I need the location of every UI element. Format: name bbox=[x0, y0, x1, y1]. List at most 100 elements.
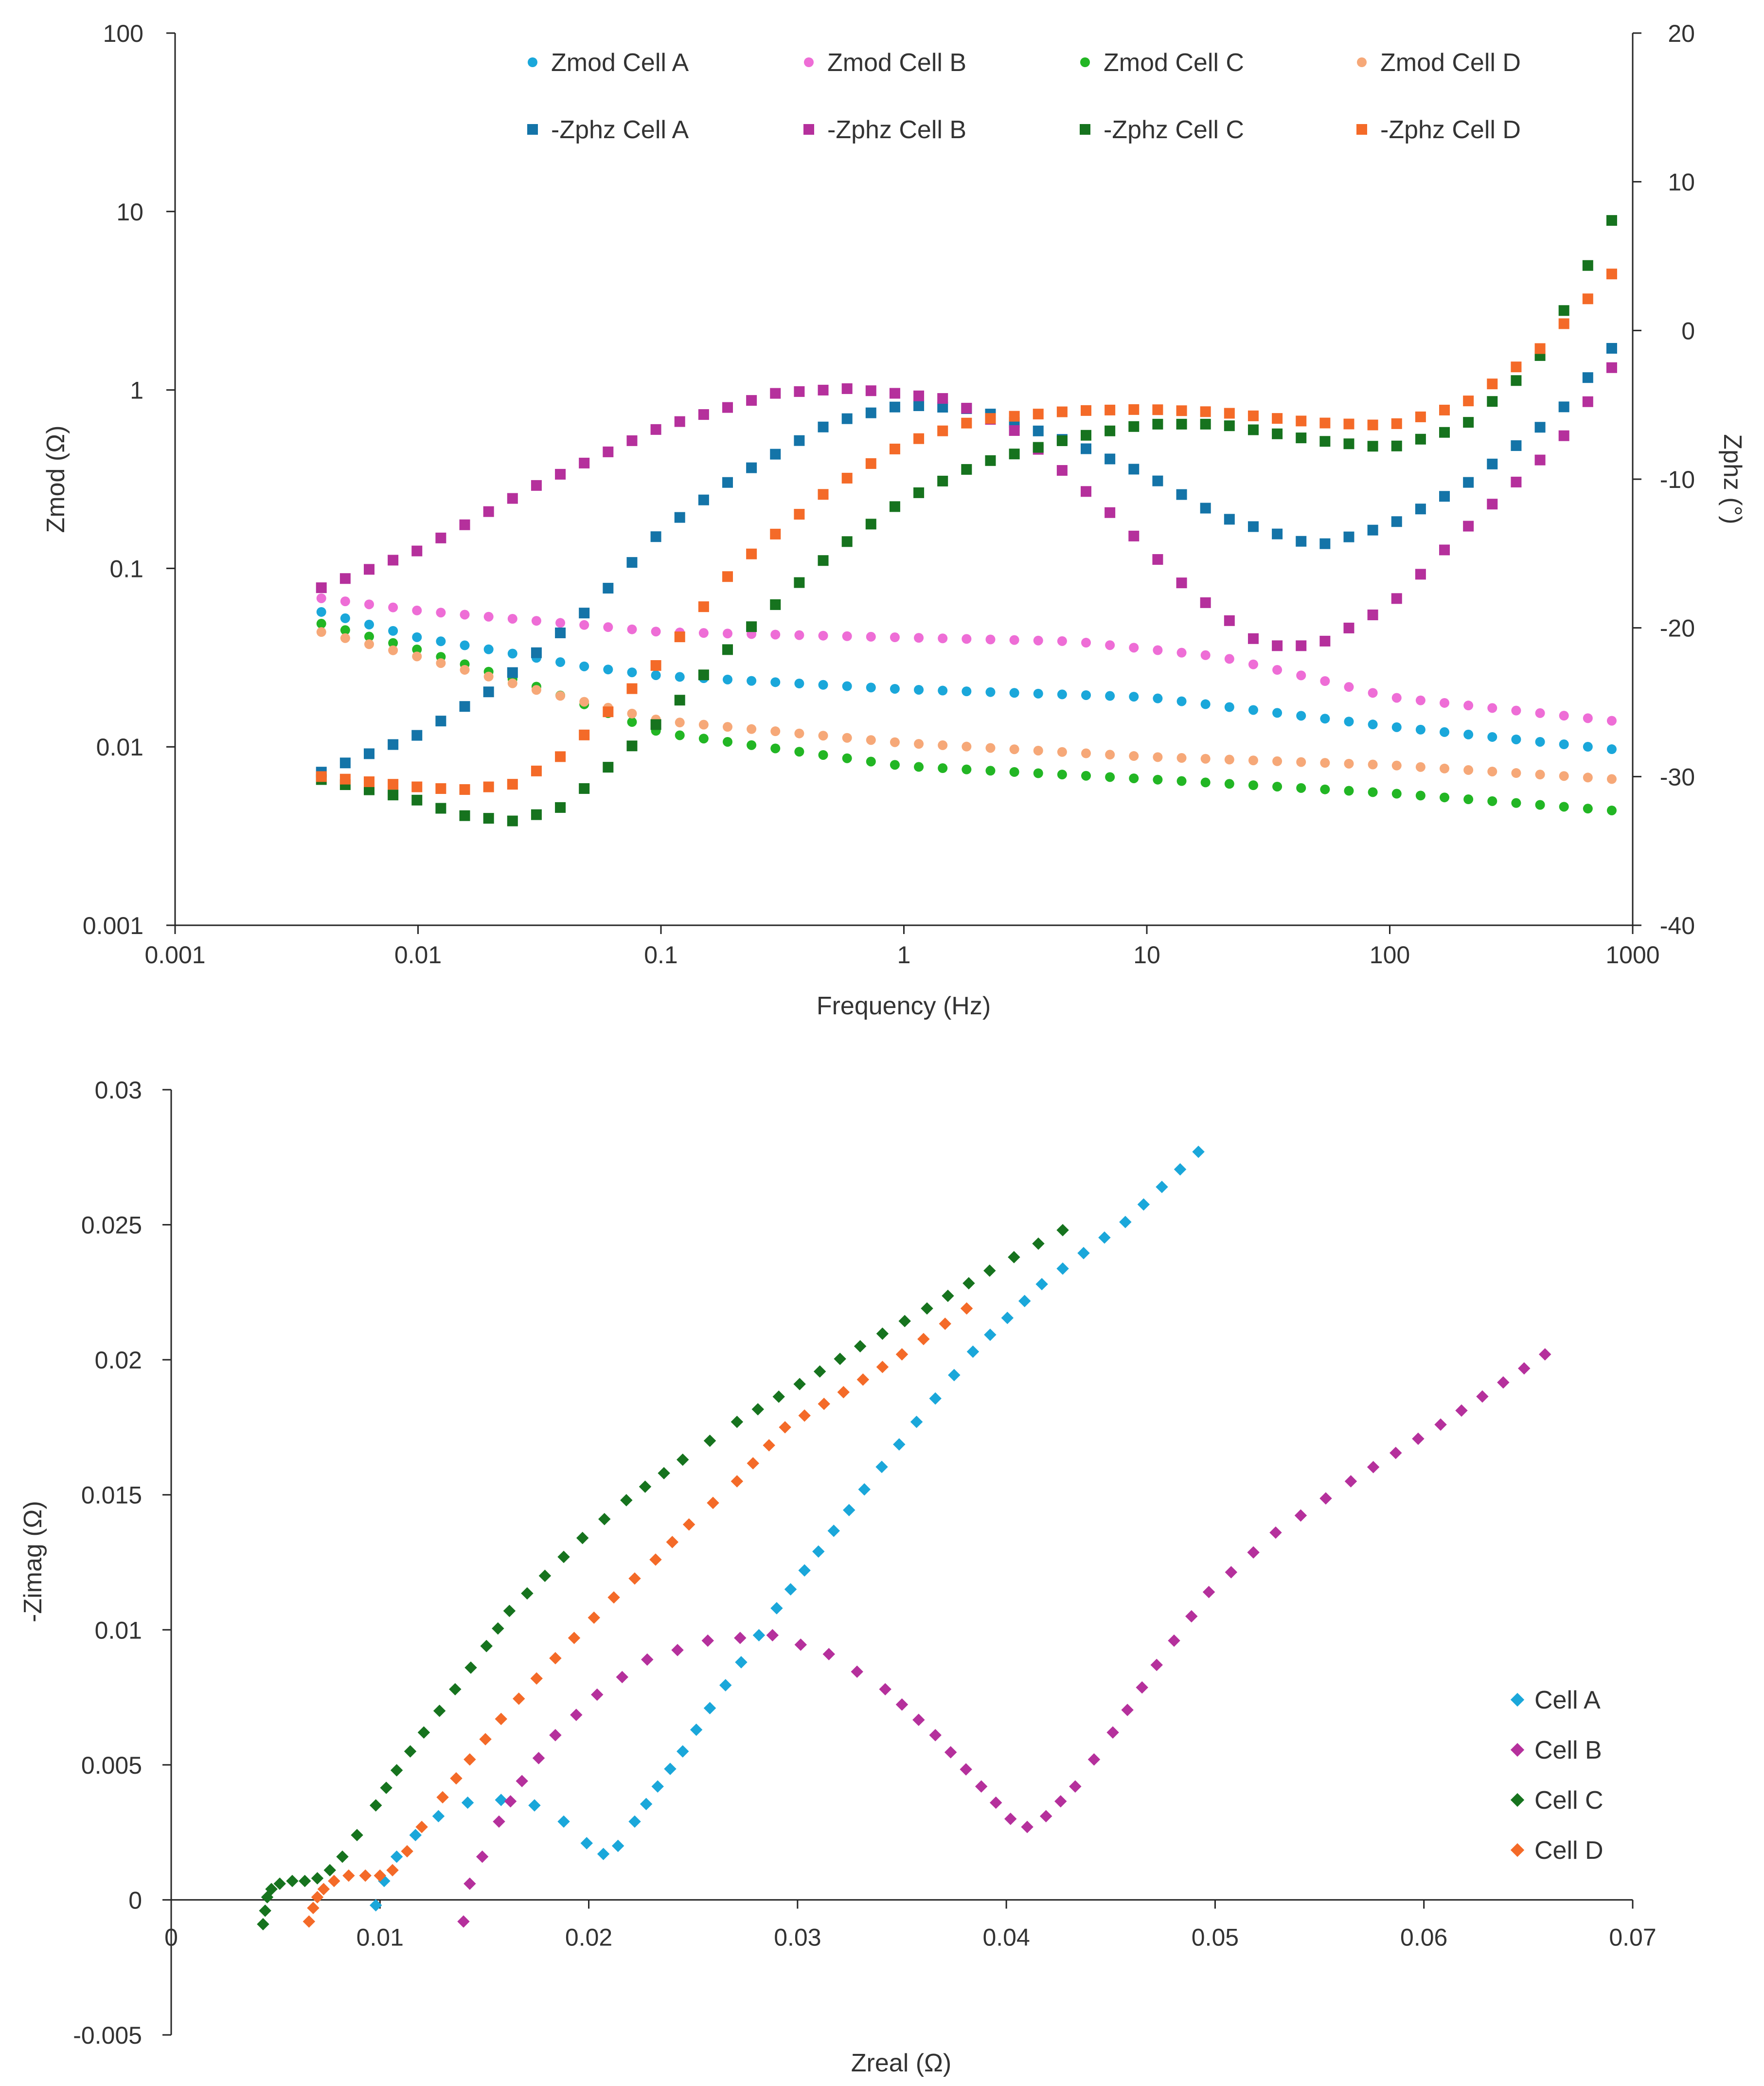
data-point bbox=[866, 735, 876, 745]
data-point bbox=[1606, 362, 1617, 373]
data-point bbox=[794, 728, 804, 738]
data-point bbox=[364, 619, 374, 629]
data-point bbox=[336, 1850, 349, 1863]
data-point bbox=[841, 472, 853, 484]
data-point bbox=[690, 1723, 703, 1736]
data-point bbox=[1606, 716, 1617, 726]
data-point bbox=[579, 729, 590, 740]
data-point bbox=[363, 776, 374, 787]
data-point bbox=[698, 628, 709, 638]
data-point bbox=[464, 1661, 477, 1674]
data-point bbox=[1391, 760, 1402, 771]
data-point bbox=[1368, 787, 1378, 797]
data-point bbox=[1247, 521, 1259, 532]
data-point bbox=[912, 1713, 925, 1726]
data-point bbox=[411, 794, 423, 806]
data-point bbox=[507, 779, 518, 790]
data-point bbox=[961, 403, 972, 414]
data-point bbox=[1558, 430, 1569, 441]
series-cell-d bbox=[303, 1302, 973, 1928]
data-point bbox=[626, 557, 638, 568]
data-point bbox=[626, 435, 638, 446]
data-point bbox=[794, 577, 805, 588]
data-point bbox=[557, 1815, 570, 1828]
data-point bbox=[985, 766, 996, 776]
data-point bbox=[1439, 491, 1450, 502]
data-point bbox=[834, 1352, 846, 1366]
data-point bbox=[1009, 767, 1019, 777]
data-point bbox=[865, 519, 876, 530]
data-point bbox=[579, 457, 590, 468]
legend: Cell A Cell B Cell C Cell D bbox=[1510, 1686, 1604, 1865]
data-point bbox=[435, 803, 446, 814]
data-point bbox=[388, 602, 398, 612]
data-point bbox=[627, 717, 637, 727]
data-point bbox=[798, 1564, 811, 1577]
data-point bbox=[784, 1583, 797, 1596]
data-point bbox=[1463, 729, 1474, 739]
data-point bbox=[459, 519, 470, 530]
data-point bbox=[722, 571, 733, 582]
data-point bbox=[435, 532, 446, 543]
data-point bbox=[1077, 1247, 1090, 1259]
data-point bbox=[1272, 428, 1283, 439]
data-point bbox=[770, 449, 781, 460]
data-point bbox=[961, 417, 972, 429]
data-point bbox=[842, 631, 852, 641]
data-point bbox=[1272, 413, 1283, 424]
data-point bbox=[516, 1775, 528, 1787]
data-point bbox=[701, 1634, 714, 1647]
data-point bbox=[889, 388, 900, 399]
data-point bbox=[650, 531, 661, 542]
data-point bbox=[555, 657, 566, 667]
data-point bbox=[1296, 415, 1307, 427]
data-point bbox=[1248, 780, 1258, 791]
data-point bbox=[910, 1416, 923, 1428]
data-point bbox=[538, 1569, 552, 1582]
data-point bbox=[1200, 597, 1211, 608]
data-point bbox=[476, 1850, 489, 1863]
x-tick-label: 0.05 bbox=[1192, 1924, 1239, 1951]
y-tick-label: 0.015 bbox=[81, 1482, 142, 1509]
data-point bbox=[770, 629, 781, 640]
legend-marker bbox=[1080, 124, 1090, 135]
data-point bbox=[818, 421, 829, 432]
data-point bbox=[858, 1483, 871, 1496]
data-point bbox=[364, 631, 374, 642]
data-point bbox=[763, 1439, 775, 1452]
data-point bbox=[675, 672, 685, 682]
data-point bbox=[746, 395, 757, 406]
data-point bbox=[1021, 1820, 1033, 1834]
data-point bbox=[889, 501, 900, 512]
data-point bbox=[794, 747, 804, 757]
data-point bbox=[1247, 410, 1259, 421]
legend-marker bbox=[527, 124, 538, 135]
data-point bbox=[1009, 688, 1019, 698]
data-point bbox=[1415, 504, 1426, 515]
data-point bbox=[380, 1781, 392, 1794]
data-point bbox=[555, 627, 566, 638]
data-point bbox=[658, 1467, 670, 1480]
data-point bbox=[985, 743, 996, 753]
data-point bbox=[1105, 640, 1115, 650]
data-point bbox=[495, 1794, 507, 1806]
data-point bbox=[937, 425, 948, 436]
data-point bbox=[937, 402, 948, 413]
data-point bbox=[339, 773, 351, 785]
data-point bbox=[1269, 1526, 1282, 1539]
data-point bbox=[603, 706, 614, 718]
data-point bbox=[674, 631, 685, 643]
data-point bbox=[412, 632, 422, 642]
data-point bbox=[818, 680, 828, 690]
data-point bbox=[983, 1264, 996, 1277]
x-tick-label: 0.02 bbox=[565, 1924, 612, 1951]
data-point bbox=[1534, 454, 1546, 466]
data-point bbox=[914, 684, 924, 695]
data-point bbox=[1343, 438, 1354, 450]
series-zmod-cell-d bbox=[316, 627, 1617, 784]
data-point bbox=[507, 678, 517, 688]
data-point bbox=[1009, 411, 1020, 422]
data-point bbox=[664, 1762, 677, 1775]
data-point bbox=[651, 1780, 664, 1793]
data-point bbox=[411, 781, 423, 792]
